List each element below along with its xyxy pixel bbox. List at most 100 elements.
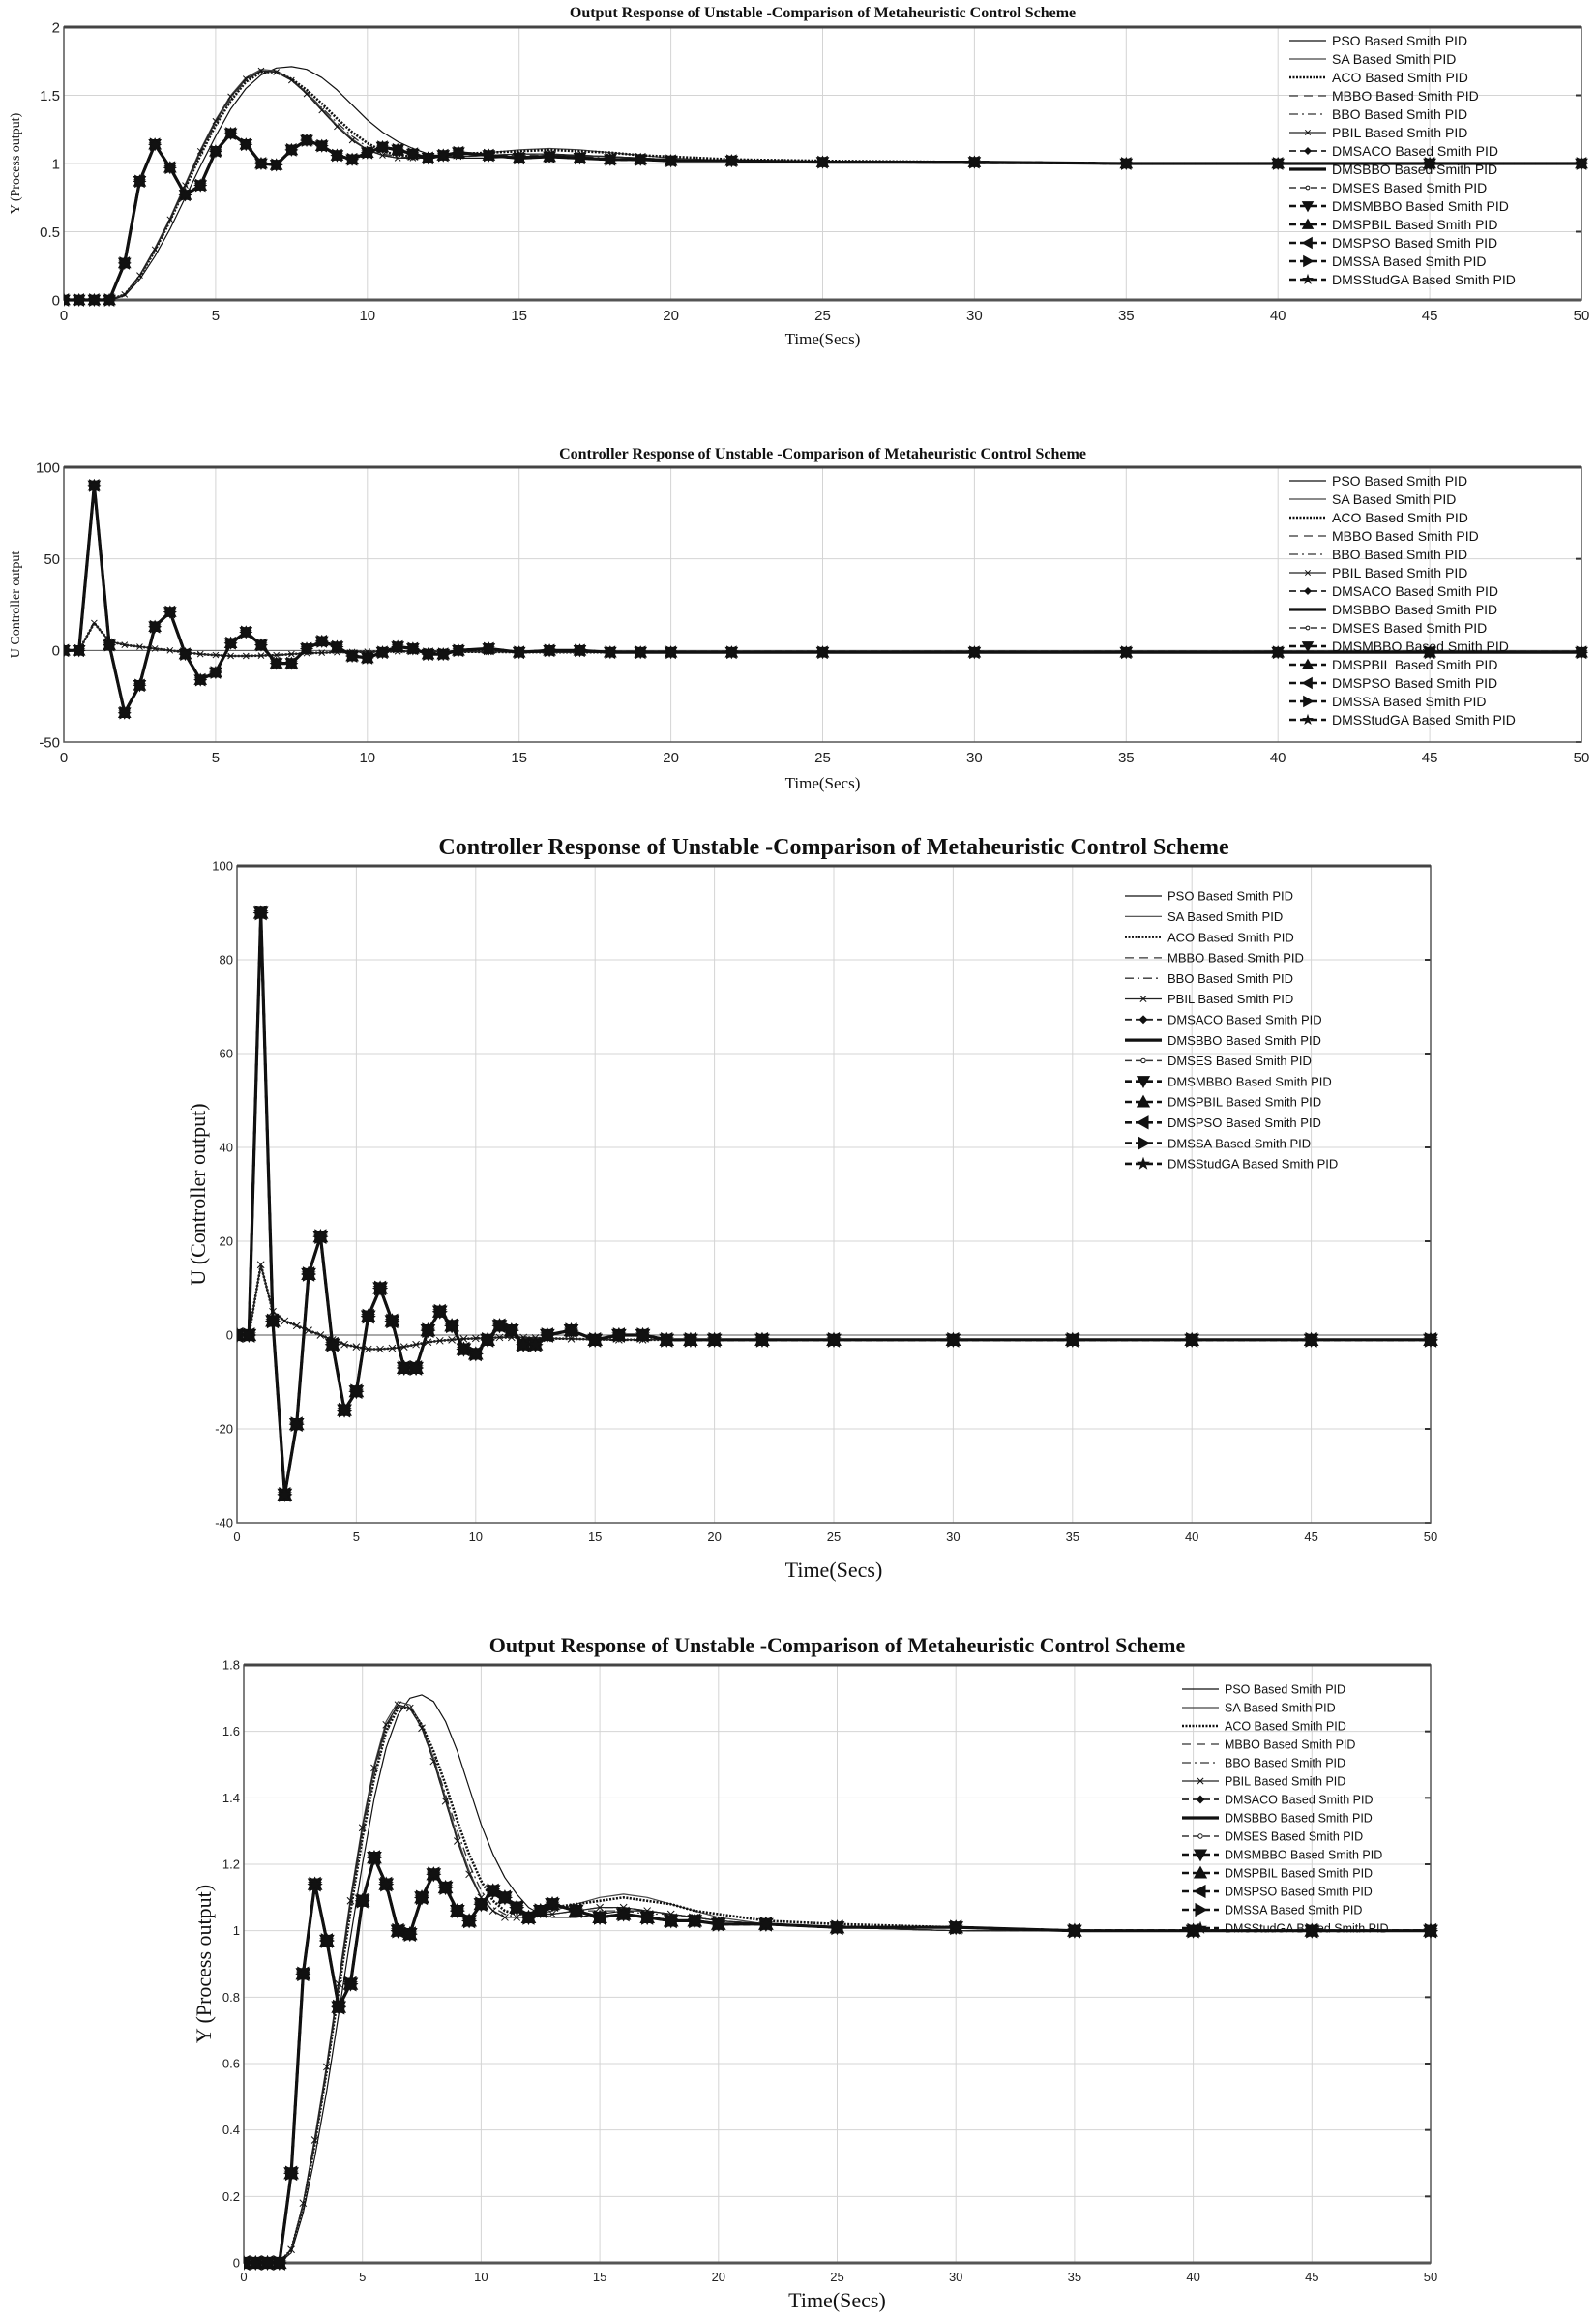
data-point-marker — [391, 639, 404, 653]
data-point-marker — [283, 2165, 299, 2180]
x-tick-label: 0 — [60, 750, 68, 766]
data-point-marker — [394, 155, 401, 162]
data-point-marker — [687, 1913, 702, 1927]
data-point-marker — [337, 1402, 352, 1417]
legend-marker — [1136, 1115, 1149, 1130]
data-point-marker — [441, 1797, 450, 1805]
data-point-marker — [242, 75, 250, 82]
data-point-marker — [209, 666, 222, 678]
data-point-marker — [394, 1701, 402, 1709]
x-tick-label: 0 — [233, 1530, 240, 1544]
data-point-marker — [241, 1327, 256, 1342]
legend-label: DMSPBIL Based Smith PID — [1332, 657, 1497, 672]
legend-item: DMSPSO Based Smith PID — [1289, 675, 1497, 691]
legend-item: SA Based Smith PID — [1182, 1702, 1336, 1715]
legend-marker — [1301, 218, 1315, 229]
data-point-marker — [471, 1334, 480, 1343]
data-point-marker — [227, 93, 234, 101]
data-point-marker — [133, 678, 146, 691]
legend-label: DMSACO Based Smith PID — [1332, 583, 1498, 599]
y-tick-label: 0.2 — [222, 2189, 240, 2204]
legend-item: MBBO Based Smith PID — [1289, 88, 1479, 104]
legend-marker — [1140, 1057, 1146, 1064]
data-point-marker — [301, 1265, 316, 1281]
series-group — [237, 905, 1439, 1502]
data-point-marker — [118, 256, 132, 269]
data-point-marker — [319, 1932, 335, 1947]
data-point-marker — [444, 1318, 459, 1332]
y-axis-label: Y (Process output) — [9, 112, 23, 214]
data-point-marker — [664, 1913, 679, 1927]
data-point-marker — [473, 1896, 489, 1911]
x-tick-label: 5 — [212, 750, 220, 766]
x-tick-label: 30 — [949, 2270, 962, 2284]
data-point-marker — [527, 1336, 544, 1352]
data-point-marker — [1575, 645, 1588, 658]
chart-4: 0 5 10 15 20 25 30 35 40 45 50 0 0.2 0.4 0.6 0.8 1 1.2 1.4… — [192, 1633, 1439, 2312]
legend-marker — [1197, 1833, 1203, 1839]
x-tick-label: 20 — [712, 2270, 725, 2284]
x-tick-label: 35 — [1068, 2270, 1081, 2284]
data-point-marker — [488, 1907, 497, 1915]
series-line-aco — [64, 71, 1581, 302]
x-tick-label: 40 — [1270, 750, 1286, 766]
data-point-marker — [826, 1331, 842, 1347]
data-point-marker — [303, 90, 310, 98]
data-point-marker — [352, 1343, 361, 1351]
data-point-marker — [212, 117, 220, 125]
data-point-marker — [318, 649, 326, 656]
legend-label: SA Based Smith PID — [1332, 51, 1456, 67]
data-point-marker — [639, 1909, 655, 1924]
data-point-marker — [358, 1824, 367, 1832]
data-point-marker — [543, 150, 556, 163]
data-point-marker — [543, 643, 556, 656]
y-tick-label: 20 — [220, 1234, 233, 1249]
data-point-marker — [87, 479, 101, 491]
data-point-marker — [452, 145, 465, 159]
data-point-marker — [437, 1880, 454, 1894]
x-tick-label: 40 — [1186, 2270, 1199, 2284]
legend-label: ACO Based Smith PID — [1167, 930, 1294, 944]
data-point-marker — [567, 1335, 576, 1343]
data-point-marker — [244, 2254, 251, 2270]
legend-label: PSO Based Smith PID — [1225, 1683, 1345, 1697]
data-point-marker — [91, 619, 98, 627]
y-tick-label: 1 — [233, 1923, 240, 1938]
legend-item: PBIL Based Smith PID — [1289, 565, 1467, 580]
data-point-marker — [315, 635, 329, 647]
data-point-marker — [408, 1359, 424, 1375]
legend: PSO Based Smith PID SA Based Smith PID ACO… — [1182, 1683, 1389, 1936]
data-point-marker — [248, 2254, 263, 2270]
data-point-marker — [361, 1308, 376, 1323]
data-point-marker — [265, 1313, 281, 1327]
y-tick-label: 1.2 — [222, 1857, 240, 1872]
legend-marker — [1193, 1884, 1206, 1899]
legend-item: DMSPSO Based Smith PID — [1125, 1115, 1321, 1130]
legend-item: SA Based Smith PID — [1125, 909, 1283, 924]
x-tick-label: 40 — [1185, 1530, 1198, 1544]
data-point-marker — [1065, 1331, 1080, 1347]
y-tick-label: 1 — [52, 156, 60, 172]
x-tick-label: 20 — [663, 308, 679, 324]
x-tick-label: 25 — [814, 750, 831, 766]
chart-title: Output Response of Unstable -Comparison … — [570, 5, 1076, 21]
data-point-marker — [465, 1870, 473, 1879]
data-point-marker — [239, 625, 252, 638]
data-point-marker — [254, 157, 268, 169]
data-point-marker — [163, 161, 177, 173]
data-point-marker — [379, 152, 386, 159]
legend-item: DMSES Based Smith PID — [1289, 180, 1487, 195]
y-tick-label: 1.5 — [40, 88, 60, 104]
legend-label: MBBO Based Smith PID — [1225, 1738, 1355, 1752]
data-point-marker — [513, 645, 526, 658]
data-point-marker — [270, 158, 283, 170]
x-tick-label: 15 — [593, 2270, 606, 2284]
legend-marker — [1301, 236, 1313, 250]
data-point-marker — [73, 293, 86, 306]
x-tick-label: 45 — [1422, 750, 1438, 766]
data-point-marker — [340, 1340, 348, 1349]
legend-item: BBO Based Smith PID — [1125, 971, 1293, 986]
data-point-marker — [468, 1346, 484, 1360]
data-point-marker — [182, 182, 189, 189]
